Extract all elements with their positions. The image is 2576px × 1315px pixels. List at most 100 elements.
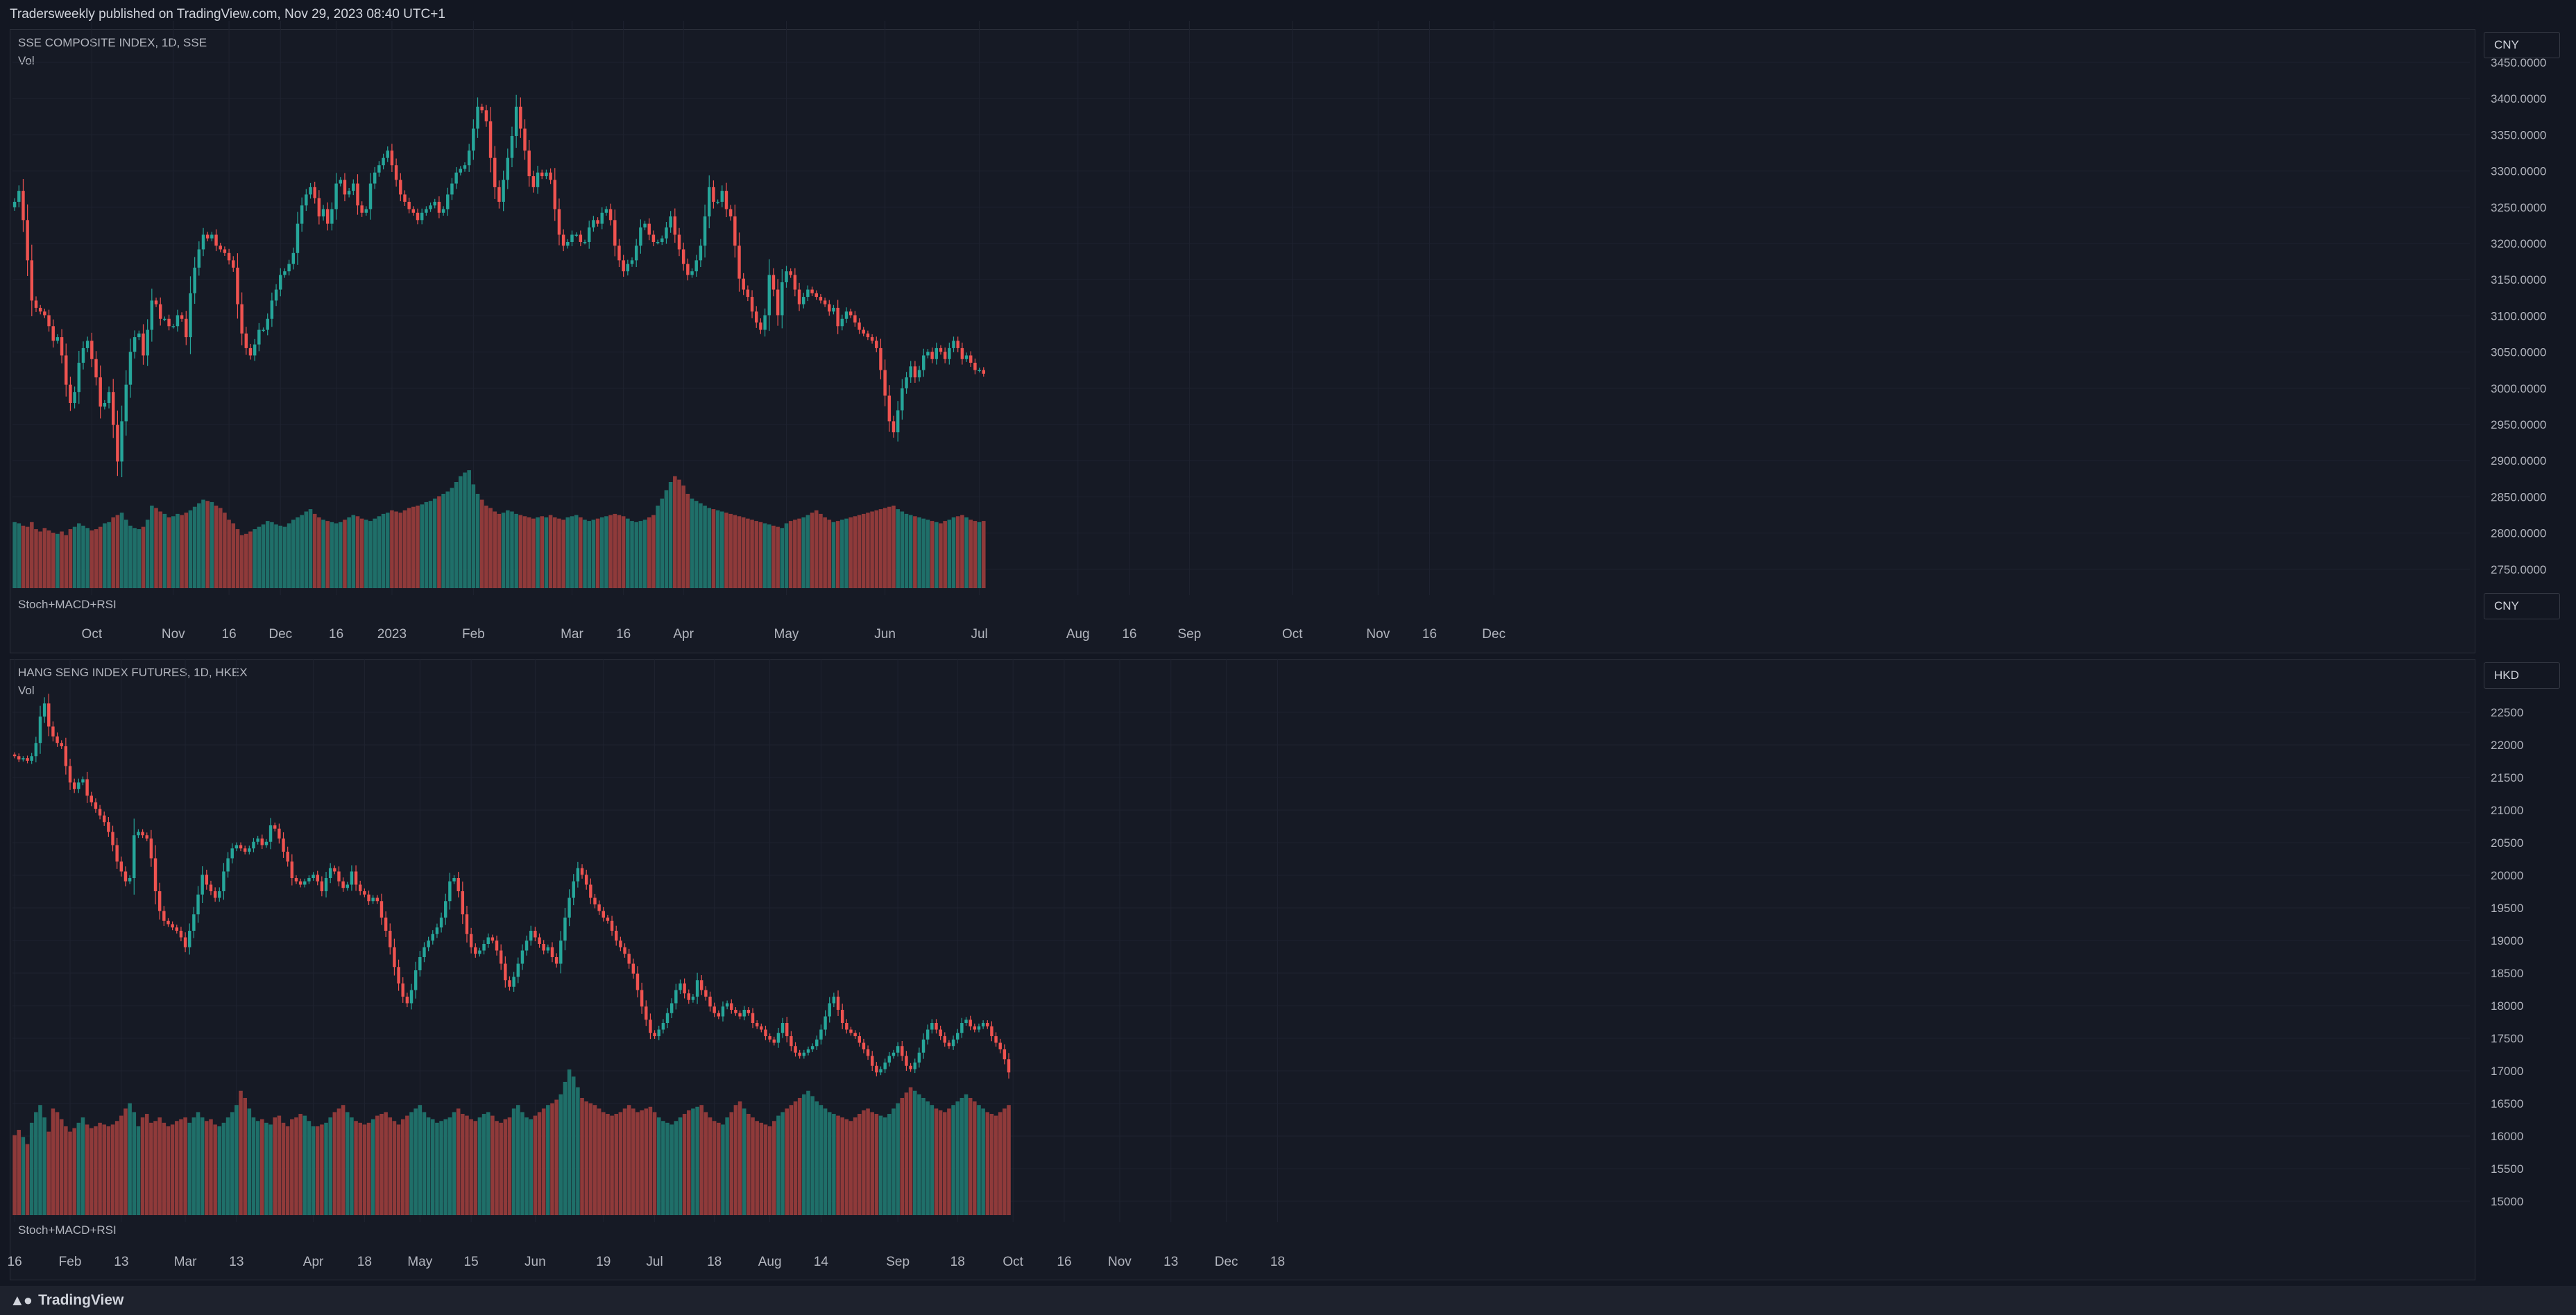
- sse-x-tick-label: Sep: [1178, 627, 1202, 642]
- sse-candle-body: [592, 220, 595, 227]
- hsi-candle-body: [72, 782, 76, 789]
- hsi-candle-body: [930, 1023, 934, 1030]
- sse-candle-body: [223, 249, 227, 253]
- hsi-candle-body: [871, 1056, 874, 1066]
- hsi-indicator-label[interactable]: Stoch+MACD+RSI: [18, 1223, 117, 1237]
- sse-volume-bar: [943, 521, 947, 588]
- hsi-volume-bar: [21, 1137, 26, 1215]
- hsi-volume-bar: [926, 1101, 930, 1215]
- sse-volume-bar: [848, 517, 853, 588]
- hsi-candle-body: [162, 911, 166, 921]
- hsi-candle-body: [687, 993, 690, 1000]
- hsi-candle-body: [252, 841, 255, 849]
- hsi-candle-body: [917, 1052, 921, 1063]
- sse-candle-body: [356, 183, 359, 206]
- hsi-volume-bar: [162, 1122, 167, 1215]
- hsi-volume-bar: [179, 1119, 183, 1215]
- sse-volume-bar: [599, 517, 604, 588]
- hsi-currency-button[interactable]: HKD: [2484, 662, 2560, 689]
- sse-volume-bar: [493, 511, 497, 588]
- hsi-volume-bar: [290, 1119, 294, 1215]
- sse-candle-body: [651, 234, 656, 242]
- hsi-x-tick-label: Mar: [174, 1255, 197, 1269]
- sse-currency-button-lower[interactable]: CNY: [2484, 593, 2560, 619]
- sse-volume-bar: [882, 508, 887, 588]
- hsi-volume-bar: [669, 1124, 674, 1215]
- sse-candle-body: [107, 392, 111, 404]
- hsi-volume-bar: [388, 1117, 393, 1215]
- hsi-candle-body: [836, 997, 840, 1010]
- hsi-candle-body: [576, 868, 580, 882]
- sse-currency-button[interactable]: CNY: [2484, 32, 2560, 58]
- sse-volume-bar: [681, 485, 685, 588]
- sse-volume-bar: [750, 519, 754, 588]
- hsi-candle-body: [905, 1056, 908, 1066]
- hsi-volume-bar: [785, 1108, 789, 1215]
- sse-volume-bar: [544, 517, 549, 588]
- sse-volume-bar: [488, 508, 493, 588]
- sse-candle-body: [622, 260, 625, 272]
- publish-info: Tradersweekly published on TradingView.c…: [0, 0, 2576, 29]
- hsi-candle-body: [649, 1020, 652, 1033]
- sse-volume-bar: [321, 519, 325, 588]
- sse-volume-bar: [115, 515, 120, 588]
- hsi-volume-bar: [678, 1117, 683, 1215]
- hsi-candle-body: [550, 947, 554, 957]
- sse-volume-bar: [98, 526, 103, 588]
- sse-candle-body: [806, 289, 810, 298]
- hsi-y-tick-label: 17500: [2491, 1032, 2523, 1045]
- sse-volume-bar: [634, 522, 638, 588]
- sse-y-tick-label: 3450.0000: [2491, 56, 2546, 69]
- hsi-candle-body: [423, 947, 426, 957]
- hsi-x-tick-label: 16: [8, 1255, 22, 1269]
- sse-candle-body: [549, 172, 552, 180]
- sse-volume-bar: [359, 518, 364, 588]
- sse-candle-body: [51, 326, 55, 341]
- sse-volume-bar: [565, 517, 570, 588]
- hsi-candle-body: [973, 1026, 977, 1030]
- hsi-volume-bar: [225, 1117, 230, 1215]
- sse-candle-body: [553, 180, 556, 209]
- sse-candle-body: [669, 216, 672, 227]
- hsi-volume-bar: [302, 1115, 307, 1215]
- hsi-candle-body: [554, 957, 558, 964]
- hsi-volume-bar: [725, 1117, 729, 1215]
- sse-volume-bar: [244, 533, 248, 588]
- hsi-volume-bar: [691, 1108, 695, 1215]
- hsi-candle-body: [278, 828, 281, 839]
- hsi-x-tick-label: Apr: [303, 1255, 324, 1269]
- sse-candle-body: [248, 347, 253, 356]
- sse-volume-bar: [463, 472, 467, 588]
- sse-volume-bar: [613, 513, 617, 588]
- sse-volume-bar: [870, 511, 874, 588]
- hsi-candle-body: [94, 802, 98, 809]
- hsi-x-tick-label: Nov: [1108, 1255, 1132, 1269]
- hsi-candle-body: [157, 891, 162, 911]
- sse-volume-bar: [685, 494, 690, 588]
- sse-volume-bar: [394, 511, 398, 588]
- hsi-candle-body: [171, 924, 174, 928]
- hsi-volume-bar: [499, 1122, 503, 1215]
- sse-volume-bar: [398, 513, 403, 588]
- hsi-volume-bar: [576, 1087, 580, 1215]
- sse-candle-body: [527, 151, 531, 177]
- sse-indicator-label[interactable]: Stoch+MACD+RSI: [18, 598, 117, 611]
- sse-volume-bar: [835, 521, 840, 588]
- sse-candle-body: [883, 370, 887, 396]
- hsi-volume-bar: [384, 1112, 388, 1215]
- hsi-candle-body: [461, 891, 465, 915]
- sse-volume-bar: [12, 522, 17, 588]
- sse-volume-bar: [111, 517, 116, 588]
- sse-candle-body: [728, 209, 733, 217]
- sse-volume-bar: [762, 523, 767, 588]
- hsi-volume-bar: [827, 1112, 832, 1215]
- sse-volume-bar: [334, 523, 339, 588]
- hsi-candle-body: [602, 911, 605, 918]
- sse-candle-body: [978, 370, 981, 372]
- sse-candle-body: [403, 194, 407, 202]
- sse-volume-bar: [296, 517, 300, 588]
- hsi-candle-body: [704, 990, 708, 997]
- hsi-volume-bar: [55, 1112, 60, 1215]
- sse-volume-bar: [741, 517, 746, 588]
- hsi-candle-body: [457, 878, 460, 891]
